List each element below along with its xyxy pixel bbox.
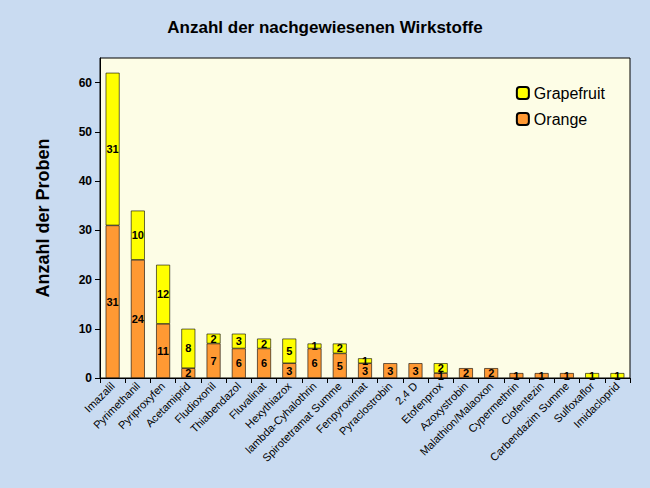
svg-text:Clofentezin: Clofentezin — [498, 379, 546, 428]
svg-text:5: 5 — [286, 345, 292, 357]
svg-text:1: 1 — [437, 369, 444, 382]
svg-text:Imidacloprid: Imidacloprid — [571, 380, 621, 430]
svg-text:Hexythiazox: Hexythiazox — [242, 379, 294, 431]
svg-text:5: 5 — [337, 360, 343, 372]
svg-text:Pyraclostrobin: Pyraclostrobin — [337, 380, 395, 438]
svg-text:Carbendazim Summe: Carbendazim Summe — [487, 379, 572, 464]
svg-text:Spirotetramat Summe: Spirotetramat Summe — [260, 379, 344, 464]
svg-text:10: 10 — [132, 229, 144, 241]
svg-text:1: 1 — [311, 340, 317, 352]
svg-text:Fludioxonil: Fludioxonil — [172, 379, 218, 426]
svg-text:Azoxystrobin: Azoxystrobin — [417, 379, 471, 433]
svg-text:12: 12 — [157, 288, 169, 300]
svg-text:1: 1 — [589, 370, 595, 382]
svg-text:2: 2 — [488, 367, 494, 379]
svg-text:1: 1 — [362, 355, 368, 367]
svg-text:31: 31 — [106, 296, 118, 308]
svg-text:1: 1 — [614, 370, 620, 382]
svg-text:1: 1 — [513, 370, 519, 382]
svg-text:31: 31 — [106, 143, 118, 155]
svg-text:20: 20 — [79, 273, 93, 287]
svg-text:Sulfoxaflor: Sulfoxaflor — [551, 379, 597, 425]
svg-text:Pyriproxyfen: Pyriproxyfen — [115, 379, 168, 432]
svg-text:10: 10 — [79, 322, 93, 336]
svg-text:60: 60 — [79, 76, 93, 90]
svg-text:50: 50 — [79, 125, 93, 139]
svg-text:Grapefruit: Grapefruit — [534, 85, 606, 102]
svg-text:0: 0 — [85, 371, 92, 385]
svg-text:30: 30 — [79, 223, 93, 237]
svg-text:1: 1 — [539, 370, 545, 382]
svg-text:Anzahl der nachgewiesenen Wirk: Anzahl der nachgewiesenen Wirkstoffe — [167, 18, 482, 37]
svg-text:2: 2 — [438, 362, 444, 374]
svg-text:Malathion/Malaoxon: Malathion/Malaoxon — [417, 379, 496, 458]
svg-text:2: 2 — [337, 342, 343, 354]
svg-text:6: 6 — [261, 357, 267, 369]
svg-text:8: 8 — [185, 342, 191, 354]
svg-text:Anzahl der Proben: Anzahl der Proben — [33, 138, 53, 297]
svg-text:3: 3 — [361, 364, 369, 377]
svg-text:Cypermethrin: Cypermethrin — [465, 379, 521, 435]
svg-text:lambda-Cyhalothrin: lambda-Cyhalothrin — [242, 379, 319, 456]
svg-text:24: 24 — [132, 313, 145, 325]
svg-text:3: 3 — [286, 365, 292, 377]
svg-text:Etofenprox: Etofenprox — [398, 379, 445, 426]
svg-text:2,4 D: 2,4 D — [392, 379, 420, 407]
svg-text:7: 7 — [211, 355, 217, 367]
svg-text:1: 1 — [564, 370, 570, 382]
svg-text:Pyrimethanil: Pyrimethanil — [90, 379, 143, 431]
svg-text:Thiabendazol: Thiabendazol — [187, 379, 244, 435]
svg-text:Fluvalinat: Fluvalinat — [226, 379, 269, 422]
svg-text:3: 3 — [412, 365, 418, 377]
svg-text:6: 6 — [236, 357, 242, 369]
svg-text:6: 6 — [311, 357, 317, 369]
svg-text:2: 2 — [463, 367, 469, 379]
svg-text:3: 3 — [236, 335, 242, 347]
svg-text:2: 2 — [261, 338, 267, 350]
svg-text:Imazalil: Imazalil — [82, 379, 117, 415]
svg-text:Acetamiprid: Acetamiprid — [143, 379, 193, 430]
svg-text:2: 2 — [185, 367, 191, 379]
svg-text:Orange: Orange — [534, 111, 587, 128]
svg-text:3: 3 — [387, 365, 393, 377]
svg-text:11: 11 — [157, 345, 169, 357]
svg-text:40: 40 — [79, 174, 93, 188]
svg-text:Fenpyroximat: Fenpyroximat — [313, 379, 370, 436]
svg-text:2: 2 — [211, 333, 217, 345]
